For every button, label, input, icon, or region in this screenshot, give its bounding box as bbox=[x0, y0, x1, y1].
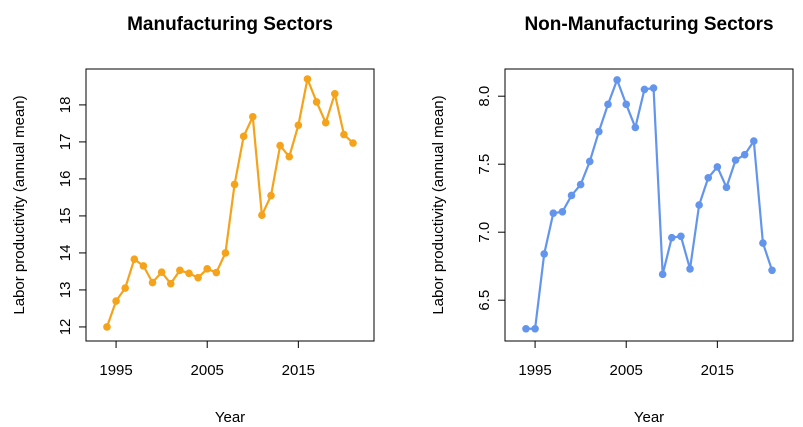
x-axis-label: Year bbox=[215, 409, 245, 426]
plot-box bbox=[85, 68, 375, 342]
y-tick-label: 14 bbox=[57, 245, 74, 262]
data-point bbox=[622, 100, 631, 109]
y-tick-label: 17 bbox=[57, 134, 74, 151]
y-tick-label: 15 bbox=[57, 208, 74, 225]
data-point bbox=[549, 209, 558, 217]
plot-box bbox=[504, 68, 794, 342]
data-point bbox=[258, 211, 266, 219]
data-point bbox=[649, 84, 658, 92]
data-point bbox=[722, 183, 731, 192]
data-point bbox=[731, 156, 740, 164]
y-tick-label: 6.5 bbox=[476, 290, 493, 311]
x-tick-label: 2005 bbox=[610, 362, 643, 379]
data-point bbox=[595, 127, 603, 136]
x-tick-label: 1995 bbox=[99, 362, 132, 379]
data-point bbox=[185, 269, 193, 278]
data-point bbox=[522, 324, 530, 333]
data-point bbox=[677, 232, 685, 241]
data-point bbox=[331, 89, 339, 98]
y-tick-label: 7.5 bbox=[476, 154, 493, 175]
data-point bbox=[194, 273, 202, 282]
chart-title: Non-Manufacturing Sectors bbox=[524, 14, 773, 35]
data-point bbox=[303, 75, 312, 83]
x-tick-label: 1995 bbox=[518, 362, 551, 379]
data-point bbox=[221, 249, 230, 257]
data-point bbox=[531, 324, 539, 333]
data-point bbox=[604, 100, 612, 109]
data-point bbox=[667, 233, 676, 242]
data-point bbox=[276, 141, 284, 150]
data-point bbox=[750, 137, 758, 145]
data-point bbox=[631, 123, 640, 132]
x-tick-label: 2015 bbox=[282, 362, 315, 379]
y-tick-label: 12 bbox=[57, 319, 74, 336]
data-point bbox=[139, 262, 148, 270]
data-point bbox=[248, 112, 257, 121]
chart-title: Manufacturing Sectors bbox=[127, 14, 333, 35]
data-point bbox=[203, 265, 212, 273]
data-point bbox=[285, 152, 294, 161]
data-point bbox=[640, 85, 649, 94]
y-axis-label: Labor productivity (annual mean) bbox=[430, 95, 447, 314]
data-point bbox=[567, 191, 576, 200]
data-point bbox=[112, 297, 120, 305]
data-point bbox=[768, 266, 776, 275]
data-point bbox=[148, 278, 157, 287]
x-axis-label: Year bbox=[634, 409, 664, 426]
data-point bbox=[176, 266, 184, 275]
data-point bbox=[585, 157, 594, 166]
data-point bbox=[658, 270, 667, 279]
data-point bbox=[576, 180, 585, 189]
series-line bbox=[105, 75, 354, 328]
data-point bbox=[157, 268, 166, 276]
data-point bbox=[166, 279, 175, 288]
x-tick-label: 2005 bbox=[191, 362, 224, 379]
data-point bbox=[713, 163, 722, 171]
data-point bbox=[267, 191, 275, 200]
data-point bbox=[740, 150, 749, 159]
y-tick-label: 8.0 bbox=[476, 86, 493, 107]
y-tick-label: 13 bbox=[57, 282, 74, 299]
data-point bbox=[695, 201, 703, 209]
data-point bbox=[558, 208, 567, 216]
data-point bbox=[321, 118, 330, 127]
y-tick-label: 16 bbox=[57, 171, 74, 188]
data-point bbox=[340, 130, 348, 139]
data-point bbox=[130, 255, 139, 264]
y-tick-label: 7.0 bbox=[476, 222, 493, 243]
data-point bbox=[294, 121, 303, 130]
data-point bbox=[540, 250, 548, 258]
data-point bbox=[312, 98, 321, 106]
data-point bbox=[121, 284, 129, 292]
data-point bbox=[704, 174, 713, 182]
data-point bbox=[686, 265, 694, 273]
x-tick-label: 2015 bbox=[701, 362, 734, 379]
data-point bbox=[230, 180, 239, 189]
series-line bbox=[525, 76, 774, 330]
data-point bbox=[212, 268, 221, 277]
data-point bbox=[349, 139, 357, 147]
y-axis-label: Labor productivity (annual mean) bbox=[11, 95, 28, 314]
y-tick-label: 18 bbox=[57, 97, 74, 114]
data-point bbox=[239, 132, 248, 141]
data-point bbox=[103, 323, 111, 331]
data-point bbox=[613, 76, 621, 84]
data-point bbox=[759, 239, 767, 247]
